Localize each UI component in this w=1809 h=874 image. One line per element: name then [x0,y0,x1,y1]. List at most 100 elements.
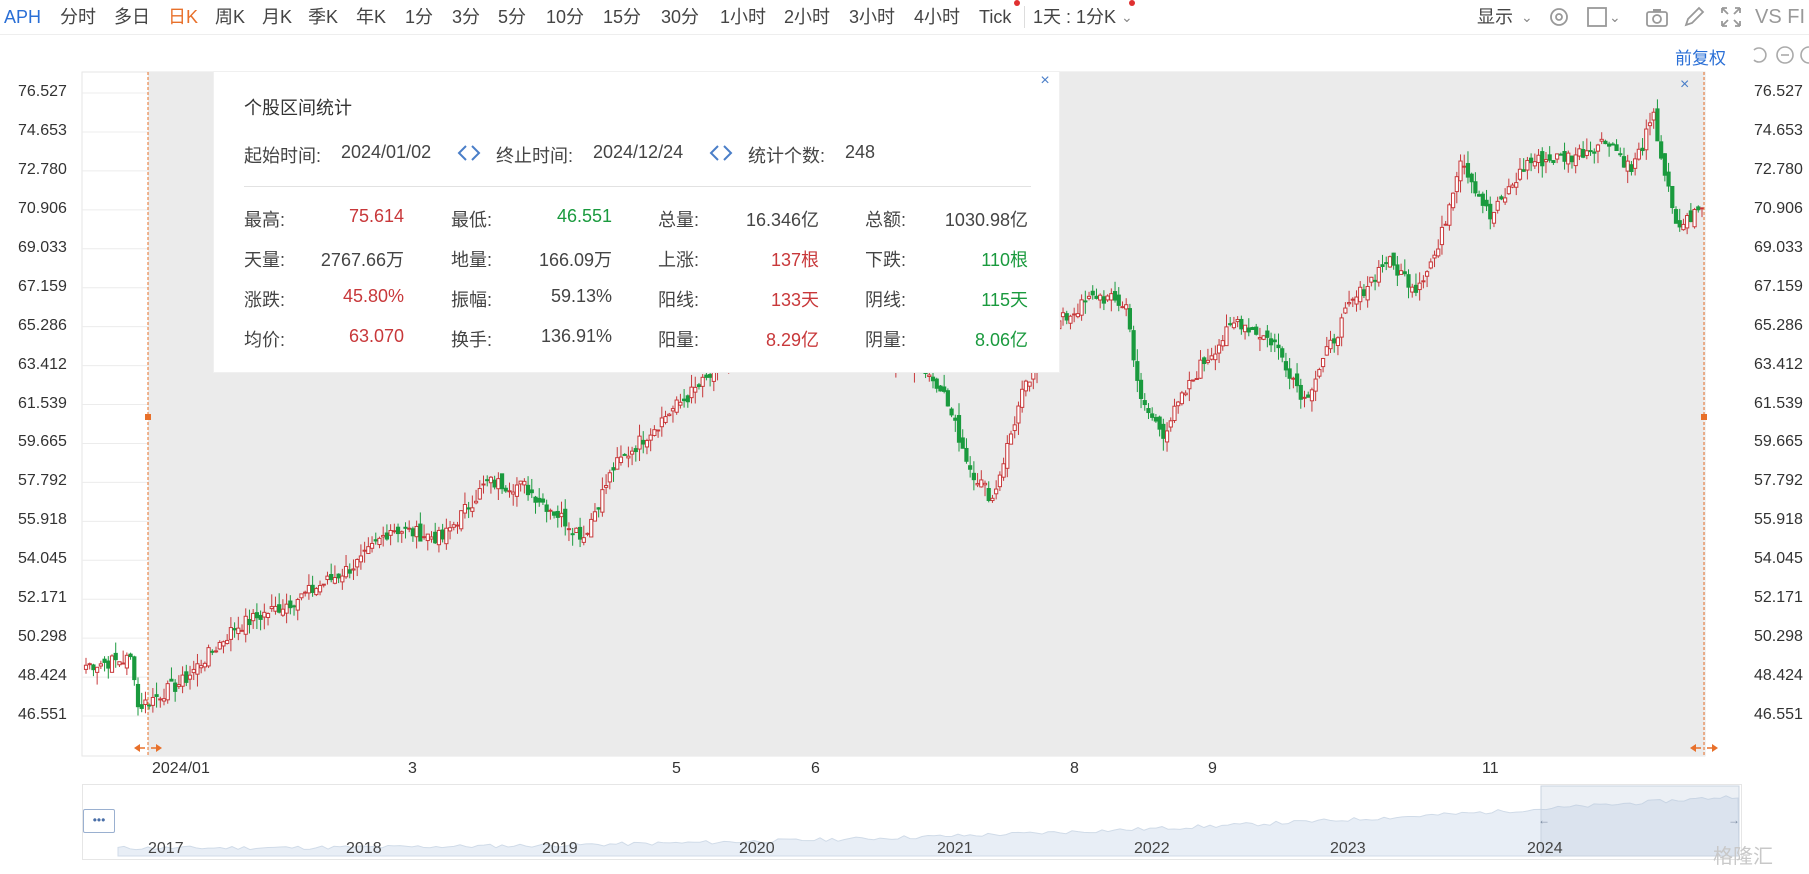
navigator-year-label: 2018 [346,840,382,857]
period-tab-4hour[interactable]: 4小时 [914,7,961,27]
navigator-right-handle-icon: → [1728,813,1740,827]
x-tick-label: 6 [811,760,820,777]
period-tab-weekly[interactable]: 周K [215,7,246,27]
period-tab-1min[interactable]: 1分 [405,7,434,27]
candle-body [455,524,460,527]
candle-body [1644,128,1649,151]
candle-body [124,654,129,669]
fullscreen-icon[interactable] [1718,4,1744,30]
period-tab-30min[interactable]: 30分 [661,7,700,27]
period-tab-yearly[interactable]: 年K [356,7,387,27]
end-time-stepper-icon[interactable] [708,142,734,164]
undo-icon[interactable] [1748,44,1770,66]
y-tick-label: 54.045 [1754,550,1803,568]
zoom-in-icon[interactable] [1798,44,1809,66]
candle-body [284,603,289,614]
watermark-logo: 格隆汇 [1713,846,1773,868]
candle-body [436,529,442,546]
candle-body [551,511,557,516]
period-tab-5min[interactable]: 5分 [498,7,527,27]
candle-body [358,555,364,563]
candle-body [1480,193,1485,206]
camera-icon[interactable] [1644,4,1670,30]
period-tab-monthly[interactable]: 月K [262,7,293,27]
candle-body [1328,339,1333,350]
layout-icon[interactable] [1584,4,1610,30]
period-tab-fenshi[interactable]: 分时 [60,7,96,27]
candle-body [1190,379,1196,382]
interval-select[interactable]: 1天 : 1分K [1033,7,1117,27]
period-tab-15min[interactable]: 15分 [603,7,642,27]
chart-toolbar: APH 分时 多日 日K 周K 月K 季K 年K 1分 3分 5分 10分 15… [0,0,1809,35]
candle-body [143,699,148,705]
navigator-menu-button[interactable]: ••• [83,809,115,833]
candle-body [418,523,423,542]
range-handle-square [145,414,151,420]
candle-body [459,510,464,530]
candle-body [1112,291,1118,301]
candle-body [1072,313,1077,316]
candle-body [1261,335,1266,340]
candle-body [678,401,683,406]
candle-body [611,467,616,471]
candle-body [1514,182,1519,188]
y-tick-label: 74.653 [18,121,67,139]
candle-body [388,529,393,536]
candle-body [1220,340,1225,347]
period-tab-multiday[interactable]: 多日 [114,7,150,27]
navigator-year-label: 2021 [937,840,973,857]
range-drag-arrows-icon [134,744,162,752]
candle-body [440,529,445,540]
candle-body [1120,306,1125,309]
adjust-mode-button[interactable]: 前复权 [1675,49,1726,68]
candle-body [1506,186,1511,195]
candle-body [1581,149,1586,158]
period-tab-tick[interactable]: Tick [979,7,1012,27]
candle-body [91,664,96,671]
display-menu[interactable]: 显示 [1477,7,1513,27]
interval-chevron-icon[interactable]: ⌄ [1121,9,1133,25]
period-tab-2hour[interactable]: 2小时 [784,7,831,27]
candle-body [377,537,382,546]
candle-body [1157,416,1162,430]
candle-body [1625,160,1630,172]
candle-body [1176,401,1181,407]
settings-icon[interactable] [1546,4,1572,30]
candle-body [1257,337,1263,340]
candle-body [618,456,624,464]
period-tab-daily[interactable]: 日K [168,7,199,27]
compare-label[interactable]: VS FI [1755,6,1806,28]
display-chevron-icon[interactable]: ⌄ [1521,9,1533,25]
period-tab-10min[interactable]: 10分 [546,7,585,27]
candle-body [1023,380,1028,392]
range-selection-handles[interactable] [134,72,1718,756]
start-time-label: 起始时间: [244,146,322,166]
candle-body [481,483,486,486]
period-tab-quarterly[interactable]: 季K [308,7,339,27]
candle-body [1309,389,1315,402]
y-tick-label: 76.527 [1754,83,1803,100]
candle-body [1294,373,1300,387]
stats-close-icon[interactable]: × [1040,72,1050,89]
candle-body [938,385,943,392]
candle-body [1369,276,1374,283]
start-time-stepper-icon[interactable] [456,142,482,164]
candle-body [1320,357,1326,368]
draw-pencil-icon[interactable] [1681,4,1707,30]
clear-range-close-icon[interactable]: × [1680,76,1690,93]
zoom-out-icon[interactable] [1774,44,1796,66]
layout-chevron-icon[interactable]: ⌄ [1609,9,1621,25]
candle-body [1614,144,1619,152]
y-tick-label: 67.159 [1754,277,1803,295]
candle-body [444,527,449,545]
candle-body [592,511,598,522]
candle-body [589,518,594,538]
period-tab-1hour[interactable]: 1小时 [720,7,767,27]
candle-body [321,583,326,586]
period-tab-3hour[interactable]: 3小时 [849,7,896,27]
symbol-label[interactable]: APH [4,7,42,27]
navigator-year-label: 2024 [1527,840,1563,857]
candle-body [1569,155,1575,163]
period-tab-3min[interactable]: 3分 [452,7,481,27]
candle-body [1324,346,1329,356]
